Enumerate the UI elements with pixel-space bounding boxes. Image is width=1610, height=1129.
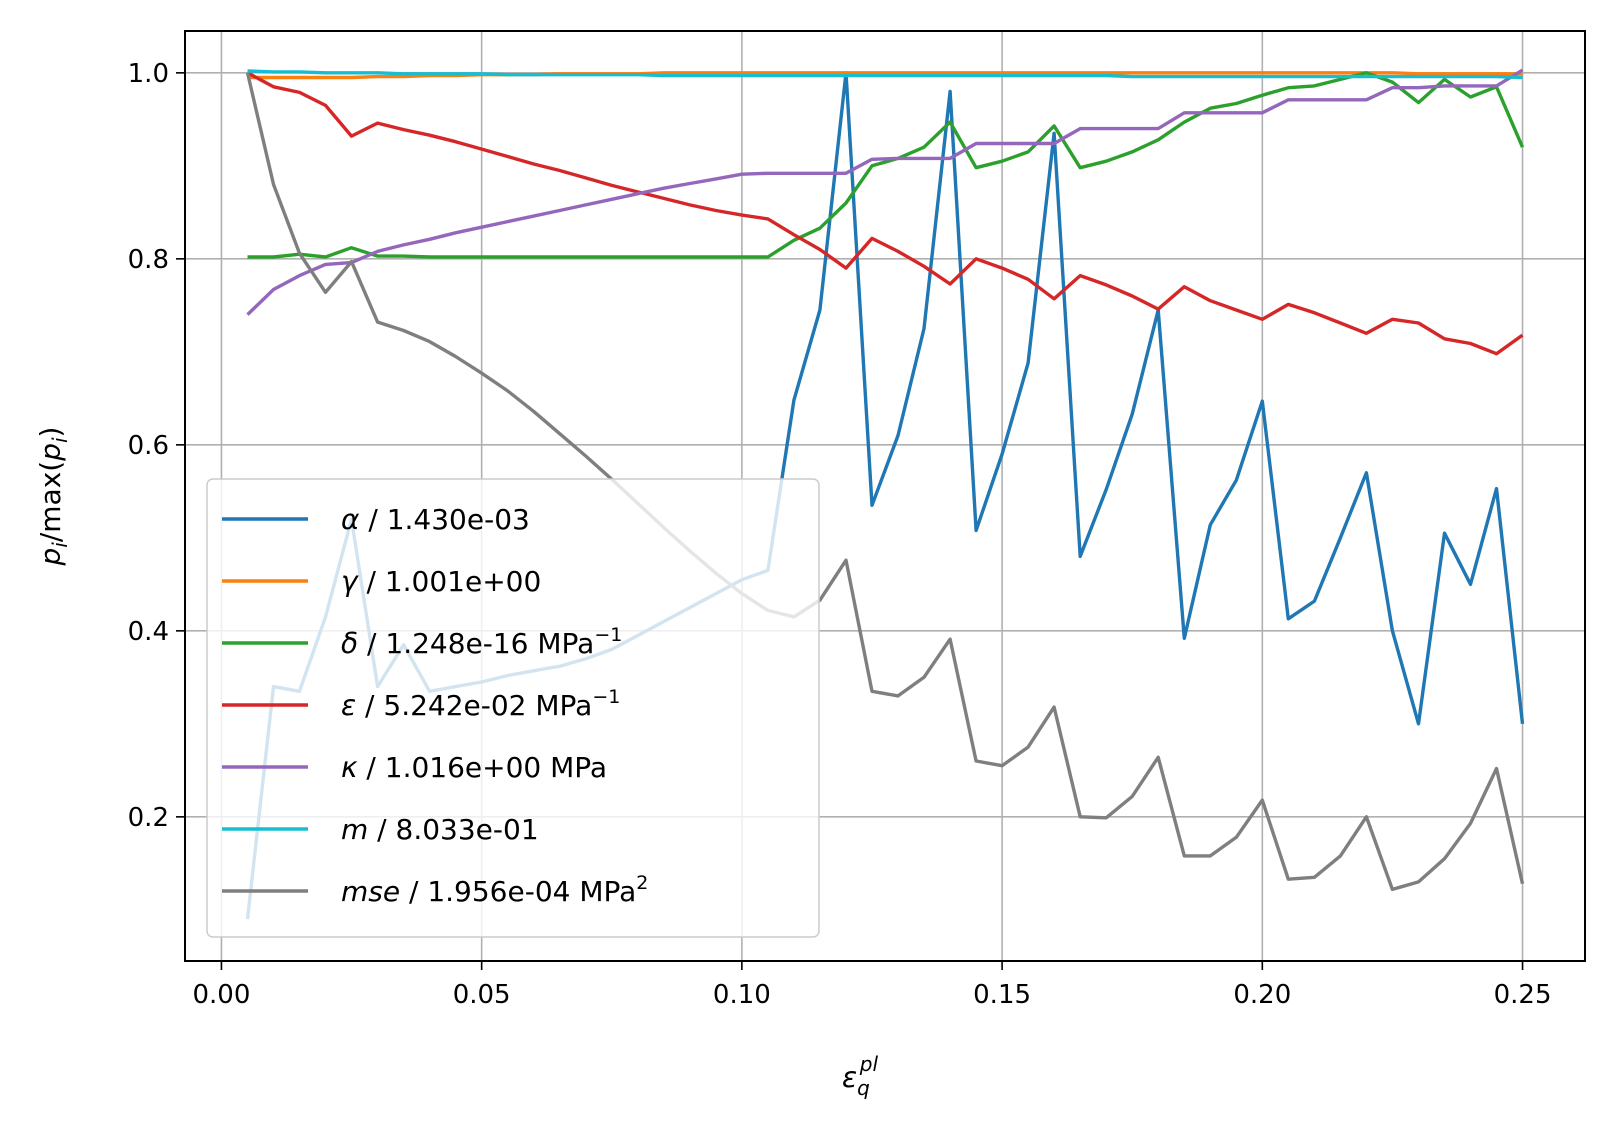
x-tick-label: 0.20 [1233, 980, 1291, 1010]
x-tick-label: 0.10 [713, 980, 771, 1010]
x-axis-ticks: 0.00 0.05 0.10 0.15 0.20 0.25 [192, 961, 1551, 1010]
y-tick-label: 1.0 [128, 59, 169, 89]
x-axis-label-sub: q [857, 1076, 870, 1100]
y-tick-label: 0.4 [128, 617, 169, 647]
x-tick-label: 0.00 [192, 980, 250, 1010]
y-tick-label: 0.8 [128, 245, 169, 275]
y-axis-label-sub: i [48, 542, 72, 548]
y-axis-label-close: ) [34, 427, 67, 438]
series-line-epsilon [246, 71, 1524, 356]
x-axis-label: εqpl [842, 1052, 879, 1100]
series-lines [245, 68, 1525, 920]
y-tick-label: 0.2 [128, 803, 169, 833]
legend-label-gamma: γ / 1.001e+00 [341, 565, 541, 598]
y-axis-label-text: /max( [34, 461, 67, 542]
x-axis-label-base: ε [842, 1061, 857, 1094]
y-axis-label: pi/max(pi) [34, 427, 72, 567]
plot-frame [184, 30, 1586, 962]
x-tick-label: 0.05 [453, 980, 511, 1010]
legend-label-delta: δ / 1.248e-16 MPa−1 [341, 624, 622, 660]
legend-box [206, 478, 820, 938]
y-tick-label: 0.6 [128, 431, 169, 461]
x-tick-label: 0.25 [1494, 980, 1552, 1010]
x-tick-label: 0.15 [973, 980, 1031, 1010]
legend-label-kappa: κ / 1.016e+00 MPa [341, 751, 607, 784]
legend: α / 1.430e-03 γ / 1.001e+00 δ / 1.248e-16 … [206, 478, 820, 938]
series-line-mse [245, 72, 1525, 892]
series-line-kappa [246, 68, 1524, 316]
legend-label-m: m / 8.033e-01 [341, 813, 539, 846]
y-axis-label-sub2: i [48, 437, 72, 443]
series-line-delta [247, 71, 1525, 259]
y-axis-label-p: p [34, 548, 67, 567]
legend-label-mse: mse / 1.956e-04 MPa2 [341, 872, 648, 908]
y-axis-label-p2: p [34, 443, 67, 462]
legend-label-epsilon: ε / 5.242e-02 MPa−1 [341, 686, 620, 722]
x-axis-label-sup: pl [859, 1052, 879, 1076]
y-axis-ticks: 0.2 0.4 0.6 0.8 1.0 [128, 59, 185, 833]
legend-label-alpha: α / 1.430e-03 [341, 503, 530, 536]
series-line-m [247, 69, 1523, 80]
